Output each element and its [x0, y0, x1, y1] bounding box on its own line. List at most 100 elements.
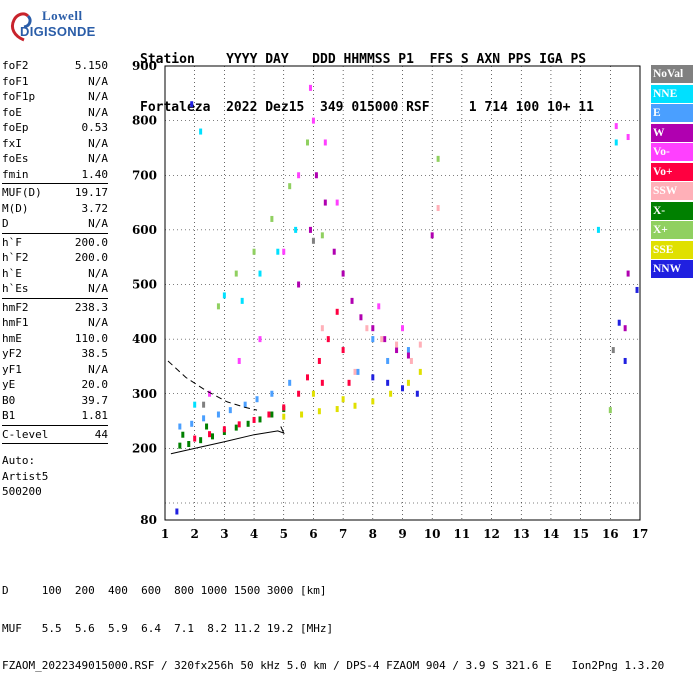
data-point-SSW [320, 325, 324, 332]
data-point-X- [246, 420, 250, 427]
data-point-X+ [288, 183, 292, 190]
param-label: C-level [2, 427, 49, 441]
data-point-NNW [617, 319, 621, 326]
autoscale-line2: Artist5 [2, 469, 49, 483]
data-point-SSW [409, 357, 413, 364]
data-point-X+ [270, 215, 274, 222]
data-point-Vo+ [193, 435, 197, 442]
data-point-X- [258, 416, 262, 423]
x-tick-label: 14 [543, 527, 560, 541]
autoscale-line3: 500200 [2, 485, 42, 498]
data-point-Vo+ [326, 336, 330, 343]
logo-lowell-text: Lowell [42, 8, 83, 23]
y-tick-label: 300 [132, 387, 157, 401]
param-row-group3: h`E N/A [2, 266, 108, 282]
param-separator [2, 424, 108, 426]
param-row-group4: B1 1.81 [2, 408, 108, 424]
param-row-group5: C-level 44 [2, 427, 108, 443]
data-point-W [371, 325, 375, 332]
param-label: MUF(D) [2, 186, 42, 199]
x-tick-label: 6 [309, 527, 317, 541]
param-value: N/A [88, 282, 108, 295]
data-point-X- [199, 437, 203, 444]
data-point-Vo- [626, 134, 630, 141]
param-row-group4: hmF1 N/A [2, 315, 108, 331]
legend-item: W [651, 123, 693, 142]
param-label: foEp [2, 121, 29, 134]
logo-digisonde-text: DIGISONDE [20, 24, 96, 39]
data-point-NNW [401, 385, 404, 392]
param-row-group1: foE N/A [2, 105, 108, 121]
param-value: 38.5 [81, 347, 109, 360]
data-point-SSE [406, 379, 410, 386]
data-point-Vo+ [335, 308, 339, 315]
data-point-SSE [341, 396, 345, 403]
param-row-group4: yE 20.0 [2, 377, 108, 393]
plot-frame [164, 65, 641, 521]
x-tick-label: 7 [339, 527, 347, 541]
param-value: N/A [88, 217, 108, 230]
param-label: foE [2, 105, 22, 119]
param-label: h`F2 [2, 251, 29, 264]
param-label: yF2 [2, 347, 22, 360]
param-label: foF2 [2, 59, 29, 72]
data-point-NNW [175, 508, 179, 515]
data-point-X- [178, 442, 182, 449]
y-tick-label: 200 [132, 441, 157, 455]
data-point-X+ [252, 248, 256, 255]
autoscale-line1: Auto: [2, 454, 36, 467]
data-point-Vo+ [347, 379, 351, 386]
density-profile-curve [170, 426, 285, 455]
param-separator [2, 443, 108, 444]
data-point-E [228, 407, 232, 414]
param-label: fmin [2, 167, 29, 181]
param-label: yE [2, 378, 16, 391]
param-row-group4: yF1 N/A [2, 362, 108, 378]
param-value: 0.53 [81, 121, 109, 134]
data-point-NNW [371, 374, 375, 381]
param-row-group1: foF2 5.150 [2, 58, 108, 74]
data-point-X+ [234, 270, 238, 277]
data-point-E [202, 415, 206, 422]
data-point-X- [211, 433, 214, 440]
data-point-NNE [240, 297, 244, 304]
x-tick-label: 8 [369, 527, 377, 541]
data-point-SSE [353, 402, 357, 409]
y-tick-label: 600 [132, 223, 157, 237]
logo-swirl-icon [10, 12, 32, 42]
data-point-Vo+ [282, 404, 286, 411]
data-point-E [270, 390, 274, 397]
data-point-W [297, 281, 301, 288]
data-point-W [430, 232, 434, 239]
x-tick-label: 1 [161, 527, 169, 541]
data-point-E [255, 396, 259, 403]
data-point-Vo+ [297, 390, 301, 397]
param-value: N/A [88, 362, 108, 376]
data-point-X+ [608, 407, 612, 414]
param-value: N/A [88, 90, 108, 103]
param-label: B1 [2, 409, 16, 422]
param-label: foF1p [2, 90, 36, 103]
param-row-group3: h`Es N/A [2, 281, 108, 297]
param-row-group2: D N/A [2, 216, 108, 232]
legend-item: NNE [651, 84, 693, 103]
chart-ticks: 1 2 3 4 5 6 7 8 9 10 11 12 13 14 15 16 17802003004005006… [132, 59, 648, 541]
data-point-W [359, 314, 363, 321]
param-row-group4: hmF2 238.3 [2, 300, 108, 316]
param-value: 1.81 [81, 409, 109, 422]
x-tick-label: 15 [572, 527, 589, 541]
data-point-Vo- [401, 325, 404, 332]
param-label: hmF2 [2, 300, 29, 314]
data-point-E [243, 401, 247, 408]
data-point-SSW [418, 341, 422, 348]
data-point-W [308, 226, 312, 233]
data-point-Vo- [614, 123, 618, 130]
param-value: 200.0 [74, 251, 108, 264]
data-point-W [350, 297, 354, 304]
data-point-Vo+ [222, 426, 226, 433]
param-value: 238.3 [74, 300, 108, 314]
data-point-NoVal [202, 401, 206, 408]
param-separator [2, 232, 108, 234]
param-value: N/A [88, 266, 108, 280]
legend-item: SSE [651, 240, 693, 259]
